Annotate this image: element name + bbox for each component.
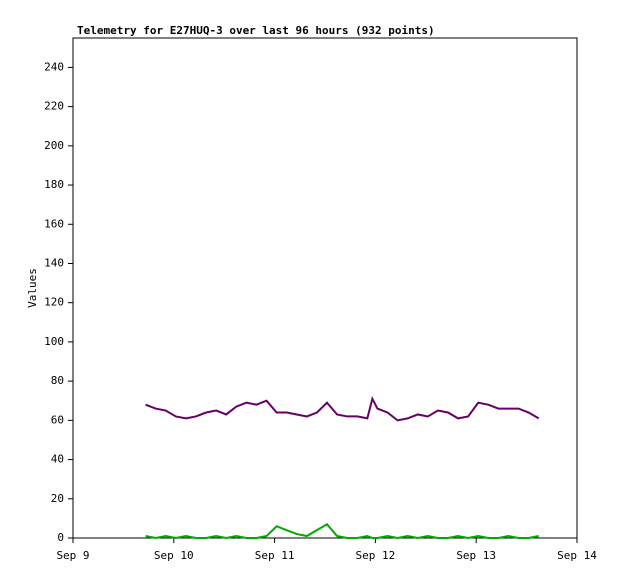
series-line xyxy=(145,395,540,422)
x-tick-label: Sep 12 xyxy=(356,549,396,562)
x-tick-label: Sep 13 xyxy=(456,549,496,562)
y-tick-label: 0 xyxy=(57,531,64,544)
chart-title: Telemetry for E27HUQ-3 over last 96 hour… xyxy=(77,24,435,37)
y-tick-label: 220 xyxy=(44,100,64,113)
x-tick-label: Sep 11 xyxy=(255,549,295,562)
x-tick-label: Sep 14 xyxy=(557,549,597,562)
y-tick-label: 60 xyxy=(51,413,64,426)
x-tick-label: Sep 10 xyxy=(154,549,194,562)
y-tick-label: 180 xyxy=(44,178,64,191)
y-tick-label: 200 xyxy=(44,139,64,152)
plot-frame xyxy=(72,37,578,539)
y-axis-label: Values xyxy=(26,268,39,308)
x-tick-label: Sep 9 xyxy=(56,549,89,562)
y-tick-label: 120 xyxy=(44,296,64,309)
y-tick-label: 240 xyxy=(44,60,64,73)
series-line xyxy=(145,522,539,540)
y-tick-label: 100 xyxy=(44,335,64,348)
y-tick-label: 140 xyxy=(44,256,64,269)
y-tick-label: 80 xyxy=(51,374,64,387)
y-tick-label: 160 xyxy=(44,217,64,230)
y-tick-label: 40 xyxy=(51,453,64,466)
y-tick-label: 20 xyxy=(51,492,64,505)
